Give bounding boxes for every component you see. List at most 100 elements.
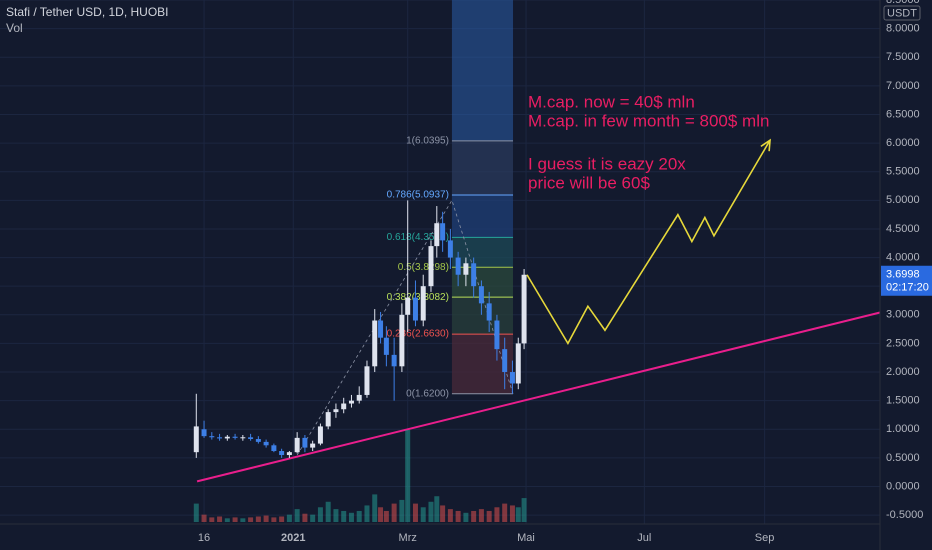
candle [521, 269, 527, 350]
candle-body [294, 437, 300, 453]
y-tick-label: 4.0000 [886, 251, 920, 263]
x-tick-label: Mai [517, 532, 535, 544]
currency-tag: USDT [883, 5, 921, 21]
volume-bar [255, 516, 261, 522]
volume-bar [428, 501, 434, 522]
candle-body [263, 441, 269, 446]
candle-body [341, 403, 347, 410]
volume-bar [434, 496, 440, 522]
y-tick-label: 7.5000 [886, 51, 920, 63]
candle-body [286, 452, 292, 456]
volume-bar [286, 514, 292, 522]
annotation-text: price will be 60$ [528, 173, 650, 192]
volume-bar [209, 517, 215, 522]
candle [372, 309, 378, 373]
volume-bar [325, 501, 331, 522]
candle [364, 360, 370, 398]
x-tick-label: Mrz [399, 532, 417, 544]
candle [310, 440, 316, 452]
candle [383, 326, 389, 367]
candle [255, 436, 261, 444]
candle-body [494, 320, 500, 350]
candle-body [302, 437, 308, 448]
y-tick-label: 8.0000 [886, 23, 920, 35]
volume-bar [240, 518, 246, 522]
candle [348, 394, 354, 408]
candle [209, 432, 215, 440]
volume-bar [356, 510, 362, 522]
volume-bar [494, 507, 500, 522]
candle-body [224, 436, 230, 439]
volume-bar [348, 512, 354, 522]
candle-body [509, 372, 515, 384]
volume-bar [364, 505, 370, 522]
chart-title: Stafi / Tether USD, 1D, HUOBI [6, 5, 169, 19]
y-tick-label: 0.5000 [886, 452, 920, 464]
candle-body [310, 443, 316, 448]
candle-body [271, 445, 277, 452]
volume-bar [279, 516, 285, 522]
candle [455, 251, 461, 287]
volume-bar [232, 517, 238, 522]
volume-bar [302, 513, 308, 522]
candle-body [201, 429, 207, 437]
candle-body [372, 320, 378, 367]
fib-band [451, 140, 514, 195]
last-price-label: 3.6998 [886, 269, 920, 281]
candle [356, 386, 362, 404]
volume-bar [515, 507, 521, 522]
volume-bar [478, 509, 484, 522]
volume-bar [471, 510, 477, 522]
candle-body [209, 436, 215, 438]
candle-body [383, 337, 389, 355]
y-tick-label: 8.5000 [886, 0, 920, 6]
candle [428, 240, 434, 292]
candle [317, 423, 323, 446]
candle-body [447, 240, 453, 258]
grid [0, 0, 880, 524]
candle [217, 433, 223, 441]
volume-bar [383, 510, 389, 522]
candle-body [356, 394, 362, 401]
y-tick-label: 5.0000 [886, 194, 920, 206]
volume-bar [463, 512, 469, 522]
fib-label: 0.618(4.3517) [387, 232, 449, 243]
x-tick-label: Sep [755, 532, 775, 544]
candle [405, 200, 411, 332]
fib-band [451, 194, 514, 238]
volume-bar [378, 507, 384, 522]
volume-bar [509, 505, 515, 522]
fib-label: 0.5(3.8298) [398, 262, 449, 273]
candle [193, 393, 199, 458]
candle [515, 337, 521, 390]
y-tick-label: 2.0000 [886, 366, 920, 378]
candle-body [232, 436, 238, 438]
candle [420, 274, 426, 327]
price-tag-box [881, 265, 932, 296]
candle-body [364, 366, 370, 395]
y-tick-label: 4.5000 [886, 223, 920, 235]
y-tick-label: 6.0000 [886, 137, 920, 149]
candle-body [399, 314, 405, 367]
volume-bar [405, 430, 411, 522]
candle [502, 337, 508, 390]
candle [341, 397, 347, 414]
candle [232, 433, 238, 440]
volume-bar [333, 509, 339, 522]
trend-line [196, 311, 881, 483]
volume-bar [399, 499, 405, 522]
volume-bar [372, 494, 378, 522]
y-tick-label: 5.5000 [886, 166, 920, 178]
y-tick-label: 1.5000 [886, 395, 920, 407]
candle [447, 228, 453, 270]
y-tick-label: 1.0000 [886, 423, 920, 435]
candle-body [412, 297, 418, 321]
candle-body [420, 286, 426, 321]
volume-bar [455, 510, 461, 522]
candle [378, 311, 384, 344]
y-tick-label: 6.5000 [886, 108, 920, 120]
y-tick-label: 2.5000 [886, 337, 920, 349]
candle [509, 360, 515, 394]
